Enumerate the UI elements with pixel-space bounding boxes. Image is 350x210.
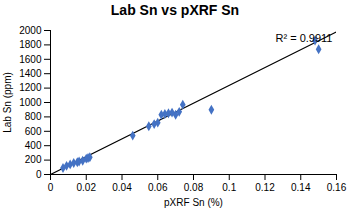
svg-text:pXRF Sn (%): pXRF Sn (%) [164,197,223,208]
svg-text:0.08: 0.08 [184,182,204,193]
svg-text:200: 200 [25,154,42,165]
svg-text:0.16: 0.16 [327,182,347,193]
svg-text:0.14: 0.14 [291,182,311,193]
svg-text:1800: 1800 [19,39,42,50]
svg-text:400: 400 [25,140,42,151]
svg-text:0: 0 [48,182,54,193]
svg-text:0.1: 0.1 [222,182,236,193]
svg-text:1200: 1200 [19,82,42,93]
svg-text:1600: 1600 [19,54,42,65]
svg-text:1000: 1000 [19,97,42,108]
svg-text:800: 800 [25,111,42,122]
svg-text:0.02: 0.02 [77,182,97,193]
svg-text:0.04: 0.04 [112,182,132,193]
svg-text:600: 600 [25,126,42,137]
svg-text:1400: 1400 [19,68,42,79]
svg-text:0.06: 0.06 [148,182,168,193]
html-text:Lab Sn vs pXRF Sn: Lab Sn vs pXRF Sn [110,2,240,18]
svg-text:0.12: 0.12 [255,182,275,193]
svg-text:R² = 0.9911: R² = 0.9911 [276,32,333,44]
svg-text:0: 0 [36,169,42,180]
svg-text:Lab Sn (ppm): Lab Sn (ppm) [2,72,13,133]
svg-text:2000: 2000 [19,25,42,36]
